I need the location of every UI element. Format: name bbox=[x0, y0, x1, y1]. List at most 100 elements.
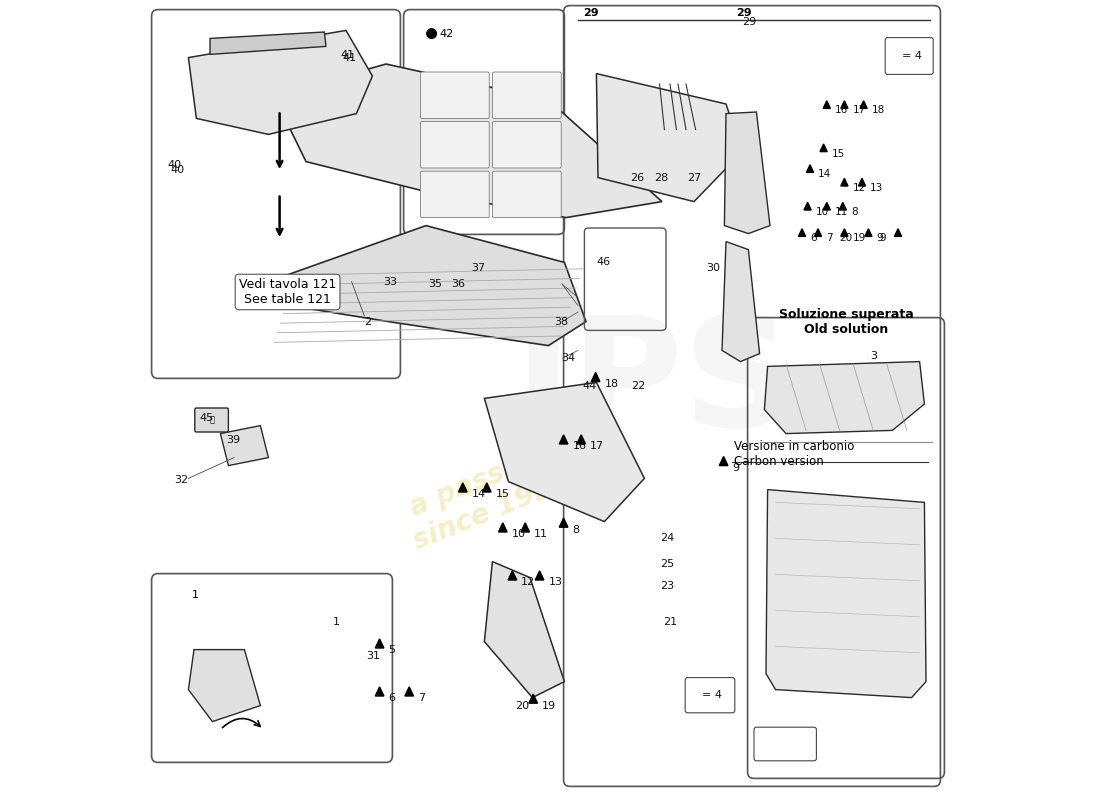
Text: 29: 29 bbox=[584, 8, 600, 18]
Polygon shape bbox=[858, 178, 866, 186]
Text: 20: 20 bbox=[515, 701, 529, 710]
Polygon shape bbox=[840, 178, 848, 186]
FancyBboxPatch shape bbox=[754, 727, 816, 761]
Text: 6: 6 bbox=[810, 234, 816, 243]
Polygon shape bbox=[521, 523, 529, 532]
Text: 33: 33 bbox=[384, 277, 397, 286]
Text: 11: 11 bbox=[835, 207, 848, 217]
Polygon shape bbox=[375, 687, 384, 696]
Polygon shape bbox=[188, 650, 261, 722]
Polygon shape bbox=[823, 101, 830, 108]
Text: 29: 29 bbox=[736, 8, 751, 18]
Polygon shape bbox=[823, 202, 830, 210]
Text: = 43: = 43 bbox=[784, 741, 812, 750]
Text: 18: 18 bbox=[604, 379, 618, 389]
Polygon shape bbox=[405, 687, 414, 696]
Text: 6: 6 bbox=[388, 694, 395, 703]
Text: 8: 8 bbox=[850, 207, 857, 217]
Text: 18: 18 bbox=[871, 106, 884, 115]
FancyBboxPatch shape bbox=[886, 38, 933, 74]
Text: 19: 19 bbox=[542, 701, 557, 710]
Text: 36: 36 bbox=[451, 279, 465, 289]
Text: 5: 5 bbox=[388, 646, 395, 655]
Polygon shape bbox=[483, 483, 491, 492]
Text: 21: 21 bbox=[663, 618, 678, 627]
Polygon shape bbox=[559, 435, 568, 444]
FancyBboxPatch shape bbox=[420, 122, 490, 168]
Polygon shape bbox=[865, 229, 872, 237]
Polygon shape bbox=[804, 202, 811, 210]
Text: 30: 30 bbox=[706, 263, 721, 273]
Text: = 4: = 4 bbox=[702, 690, 722, 700]
Text: 34: 34 bbox=[561, 354, 575, 363]
Text: 10: 10 bbox=[815, 207, 828, 217]
Polygon shape bbox=[893, 50, 900, 58]
Polygon shape bbox=[840, 229, 848, 237]
Text: 7: 7 bbox=[826, 234, 833, 243]
FancyBboxPatch shape bbox=[685, 678, 735, 713]
Text: 17: 17 bbox=[590, 442, 604, 451]
Polygon shape bbox=[799, 229, 805, 237]
Text: 2: 2 bbox=[364, 317, 372, 326]
Text: 10: 10 bbox=[512, 530, 526, 539]
Text: a passion
since 1929: a passion since 1929 bbox=[397, 437, 575, 555]
Polygon shape bbox=[220, 426, 268, 466]
Text: 40: 40 bbox=[170, 165, 184, 174]
Polygon shape bbox=[719, 457, 728, 466]
Text: 12: 12 bbox=[521, 578, 536, 587]
Text: 9: 9 bbox=[877, 234, 883, 243]
Circle shape bbox=[427, 29, 437, 38]
Polygon shape bbox=[459, 483, 468, 492]
Text: 32: 32 bbox=[174, 475, 188, 485]
Polygon shape bbox=[576, 435, 585, 444]
Text: 8: 8 bbox=[572, 525, 580, 534]
Text: 29: 29 bbox=[742, 18, 757, 27]
Text: 15: 15 bbox=[832, 149, 845, 158]
Polygon shape bbox=[498, 523, 507, 532]
Polygon shape bbox=[820, 144, 827, 151]
Text: 🐴: 🐴 bbox=[209, 415, 214, 425]
Text: 1: 1 bbox=[332, 618, 340, 627]
Text: 35: 35 bbox=[428, 279, 442, 289]
Circle shape bbox=[770, 740, 781, 751]
Text: = 4: = 4 bbox=[902, 51, 922, 61]
Text: 19: 19 bbox=[852, 234, 866, 243]
Polygon shape bbox=[894, 229, 902, 237]
Text: Soluzione superata
Old solution: Soluzione superata Old solution bbox=[779, 308, 913, 336]
Text: 13: 13 bbox=[549, 578, 562, 587]
Text: 16: 16 bbox=[835, 106, 848, 115]
Polygon shape bbox=[268, 226, 586, 346]
Polygon shape bbox=[529, 694, 538, 703]
FancyBboxPatch shape bbox=[493, 122, 561, 168]
Polygon shape bbox=[274, 64, 662, 218]
Text: 40: 40 bbox=[167, 160, 182, 170]
Polygon shape bbox=[536, 571, 543, 580]
Text: 13: 13 bbox=[870, 183, 883, 193]
Polygon shape bbox=[766, 490, 926, 698]
Text: 28: 28 bbox=[654, 173, 669, 182]
Text: 22: 22 bbox=[631, 381, 646, 390]
Polygon shape bbox=[814, 229, 822, 237]
Text: 3: 3 bbox=[870, 351, 877, 361]
Polygon shape bbox=[596, 74, 742, 202]
Text: 31: 31 bbox=[366, 651, 379, 661]
Polygon shape bbox=[484, 382, 645, 522]
Text: 25: 25 bbox=[660, 559, 674, 569]
Text: 24: 24 bbox=[660, 533, 674, 542]
Polygon shape bbox=[375, 639, 384, 648]
Text: 38: 38 bbox=[554, 317, 568, 326]
Polygon shape bbox=[484, 562, 564, 698]
Polygon shape bbox=[725, 112, 770, 234]
Text: 45: 45 bbox=[199, 413, 213, 422]
Text: 14: 14 bbox=[472, 490, 486, 499]
Text: 20: 20 bbox=[839, 234, 853, 243]
FancyBboxPatch shape bbox=[420, 72, 490, 118]
FancyBboxPatch shape bbox=[493, 72, 561, 118]
Text: Vedi tavola 121
See table 121: Vedi tavola 121 See table 121 bbox=[239, 278, 337, 306]
FancyBboxPatch shape bbox=[195, 408, 229, 432]
Text: 37: 37 bbox=[472, 263, 486, 273]
Text: 16: 16 bbox=[572, 442, 586, 451]
Polygon shape bbox=[764, 362, 924, 434]
Text: 41: 41 bbox=[340, 50, 354, 59]
Text: 12: 12 bbox=[852, 183, 866, 193]
